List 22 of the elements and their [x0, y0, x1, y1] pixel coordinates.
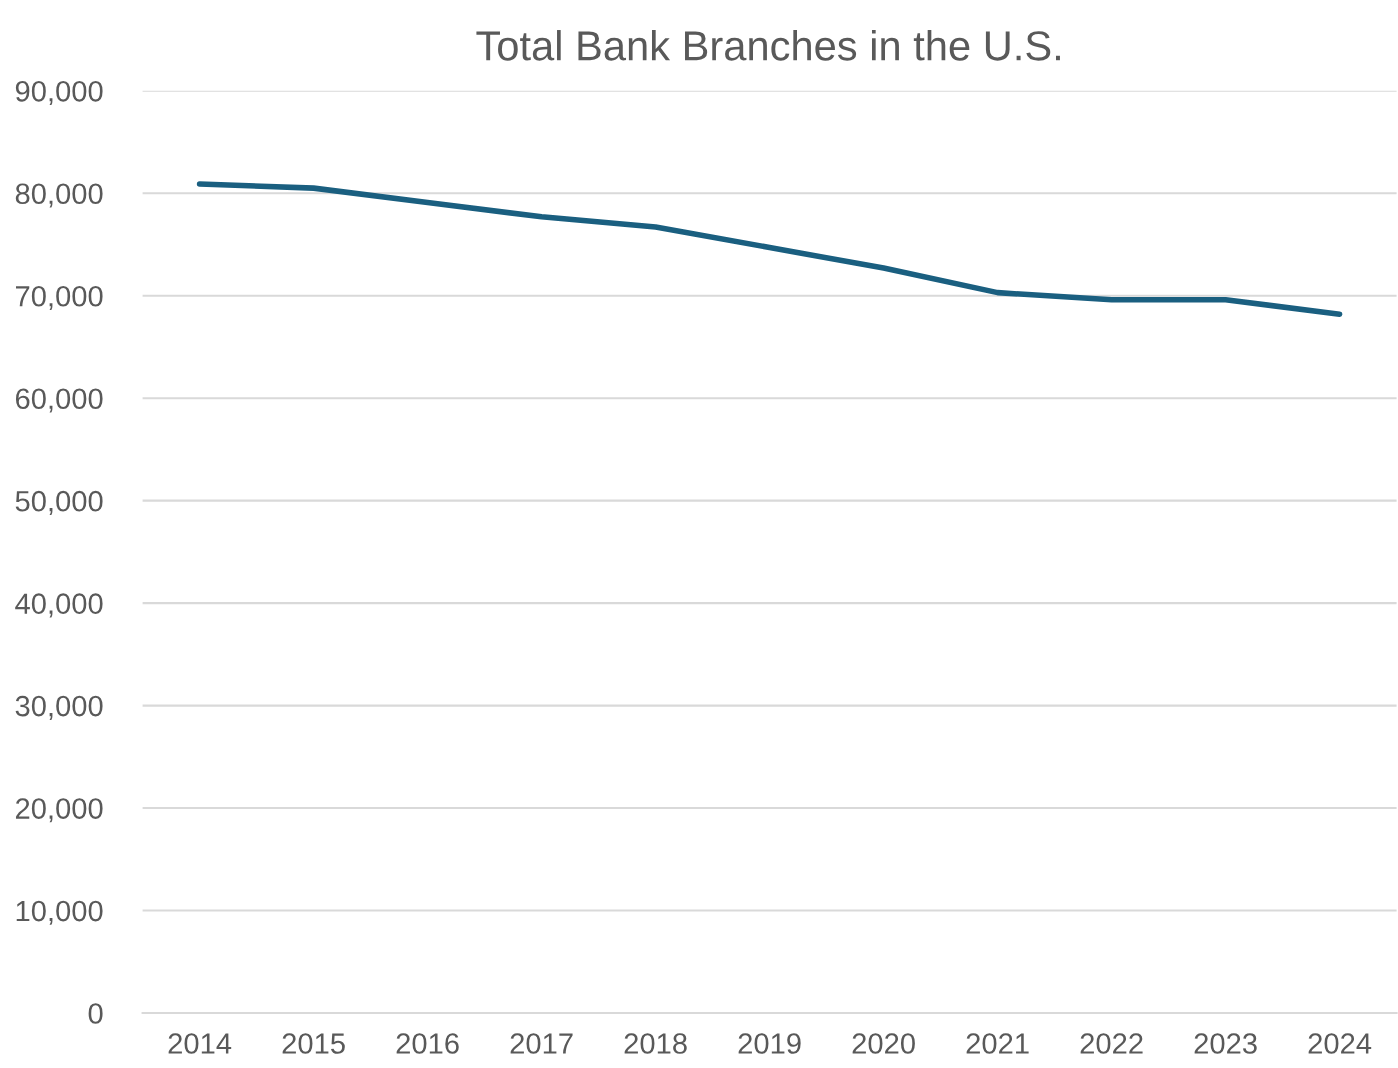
- x-tick-label: 2017: [510, 1033, 573, 1054]
- x-tick-label: 2019: [738, 1033, 801, 1054]
- x-tick-label: 2016: [396, 1033, 459, 1054]
- x-tick-label: 2020: [852, 1033, 915, 1054]
- chart-title: Total Bank Branches in the U.S.: [476, 30, 1060, 61]
- y-tick-label: 20,000: [15, 798, 103, 823]
- y-tick-label: 40,000: [15, 593, 103, 618]
- x-tick-label: 2018: [624, 1033, 687, 1054]
- x-tick-label: 2015: [282, 1033, 345, 1054]
- y-tick-label: 30,000: [15, 695, 103, 720]
- y-tick-label: 60,000: [15, 388, 103, 413]
- x-tick-label: 2022: [1080, 1033, 1143, 1054]
- y-tick-label: 90,000: [15, 80, 103, 106]
- x-tick-label: 2021: [966, 1033, 1029, 1054]
- x-tick-label: 2014: [168, 1033, 232, 1054]
- x-tick-label: 2024: [1308, 1033, 1372, 1054]
- y-tick-label: 80,000: [15, 183, 103, 208]
- y-tick-label: 10,000: [16, 900, 103, 925]
- x-tick-label: 2023: [1194, 1033, 1257, 1054]
- y-tick-label: 70,000: [16, 285, 103, 311]
- y-tick-label: 50,000: [15, 490, 103, 515]
- y-tick-label: 0: [88, 1003, 103, 1024]
